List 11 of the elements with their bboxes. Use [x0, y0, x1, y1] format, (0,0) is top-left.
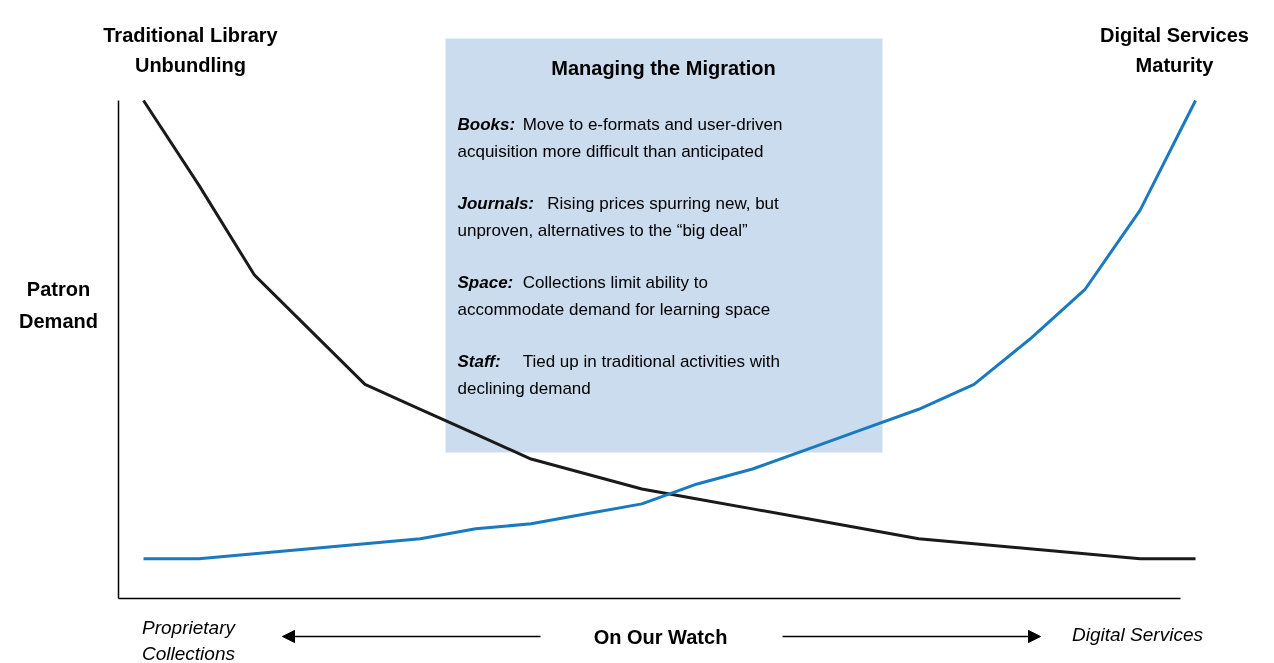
text: Traditional Library Unbundling — [103, 23, 279, 76]
x-axis-title: On Our Watch — [593, 625, 728, 648]
y-axis-title: Patron Demand — [19, 277, 98, 332]
annotation: Journals: Rising prices spurring new, but unproven, alternatives to the “big deal” — [457, 194, 780, 240]
text: Proprietary Collections — [142, 617, 237, 663]
text: Staff: Tied up in traditional activities with declining demand — [457, 352, 781, 398]
annotation: Books: Move to e-formats and user-driven acquisition more difficult than anticipated — [457, 115, 783, 161]
text: Managing the Migration — [551, 56, 776, 79]
text: Digital Services — [1072, 624, 1204, 645]
annotation: Space: Collections limit ability to accommodate demand for learning space — [457, 273, 771, 319]
text: Digital Services Maturity — [1100, 23, 1249, 76]
